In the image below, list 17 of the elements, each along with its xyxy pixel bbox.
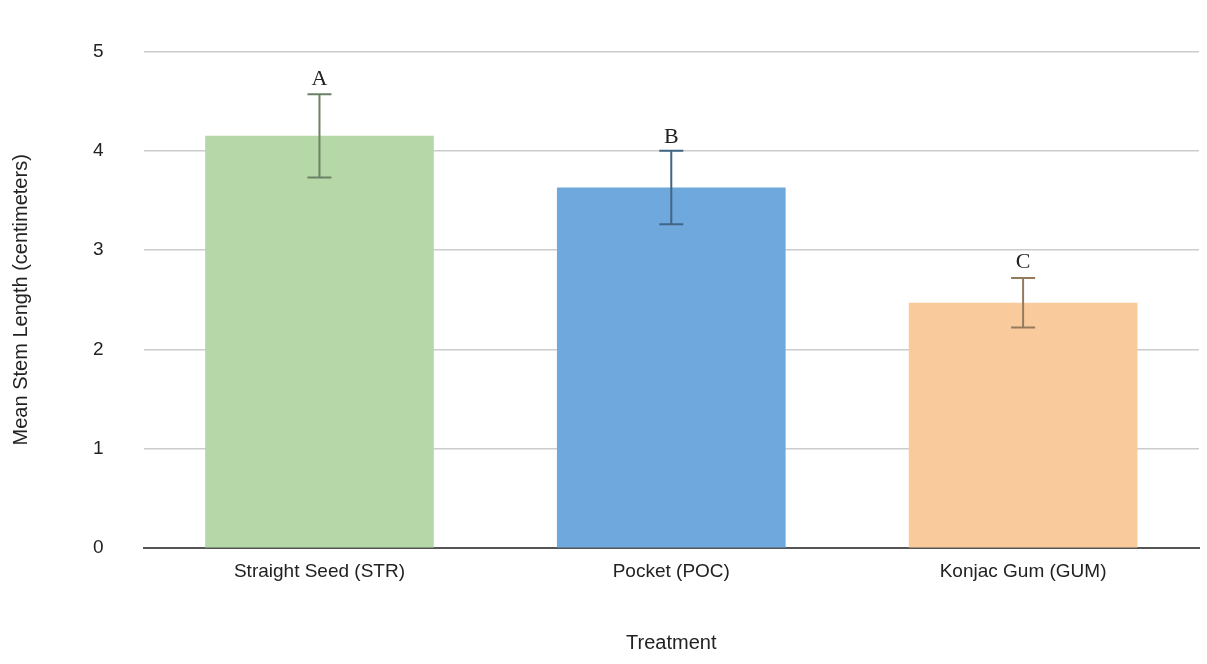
x-axis-title: Treatment	[626, 630, 717, 653]
bar	[205, 135, 434, 548]
annotation: B	[663, 122, 679, 148]
annotation: A	[311, 64, 328, 90]
y-axis-title: Mean Stem Length (centimeters)	[8, 154, 31, 446]
y-tick-label: 1	[92, 437, 104, 459]
x-tick-label: Straight Seed (STR)	[233, 559, 406, 581]
y-tick-label: 5	[92, 39, 104, 61]
y-tick-label: 4	[92, 138, 104, 160]
bar	[556, 187, 786, 548]
y-tick-label: 0	[92, 536, 104, 558]
annotation: C	[1015, 247, 1031, 273]
x-tick-label: Konjac Gum (GUM)	[939, 559, 1107, 581]
y-tick-label: 2	[92, 337, 104, 359]
y-tick-label: 3	[92, 238, 104, 260]
x-tick-label: Pocket (POC)	[612, 559, 730, 581]
bar	[908, 302, 1138, 548]
